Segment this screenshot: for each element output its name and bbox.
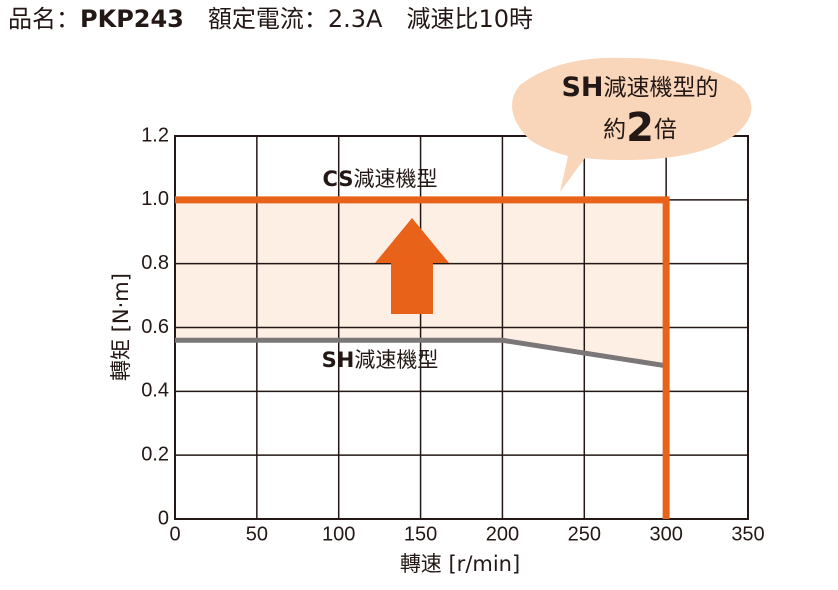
x-tick-label: 200 bbox=[486, 523, 519, 545]
plot: 0 0.2 0.4 0.6 0.8 1.0 1.2 0 50 100 150 200 250 300 350 bbox=[141, 124, 765, 545]
bubble-text: SH bbox=[561, 72, 603, 103]
label-text: 減速機型 bbox=[354, 348, 438, 372]
x-tick-label: 100 bbox=[322, 523, 355, 545]
label-text: SH bbox=[322, 348, 355, 372]
x-tick-label: 300 bbox=[649, 523, 682, 545]
y-tick-label: 1.2 bbox=[141, 124, 169, 146]
header-part: 額定電流：2.3A 減速比10時 bbox=[184, 5, 533, 33]
y-tick-label: 0 bbox=[158, 507, 169, 529]
series-line bbox=[175, 337, 667, 369]
y-tick-label: 0.4 bbox=[141, 380, 169, 402]
y-tick-label: 0.2 bbox=[141, 443, 169, 465]
label-text: CS bbox=[323, 167, 354, 191]
series-label: SH減速機型 bbox=[322, 348, 439, 372]
x-tick-label: 250 bbox=[568, 523, 601, 545]
series-label: CS減速機型 bbox=[323, 167, 438, 191]
y-tick-label: 0.8 bbox=[141, 252, 169, 274]
y-tick-label: 0.6 bbox=[141, 316, 169, 338]
header-part: 品名： bbox=[8, 5, 80, 33]
y-tick-label: 1.0 bbox=[141, 188, 169, 210]
bubble-text: 2 bbox=[626, 105, 654, 151]
arrow bbox=[375, 218, 449, 314]
bubble-line: 約2倍 bbox=[603, 105, 677, 151]
x-axis-label: 轉速 [r/min] bbox=[400, 552, 520, 576]
series-line bbox=[175, 196, 670, 519]
bubble-text: 約 bbox=[603, 117, 626, 143]
x-tick-label: 150 bbox=[404, 523, 437, 545]
bubble-line: SH減速機型的 bbox=[561, 72, 718, 103]
header-part: PKP243 bbox=[80, 5, 184, 33]
bubble-text: 減速機型的 bbox=[604, 75, 719, 101]
header: 品名：PKP243 額定電流：2.3A 減速比10時 bbox=[8, 5, 533, 33]
x-tick-label: 50 bbox=[246, 523, 268, 545]
x-tick-label: 350 bbox=[731, 523, 764, 545]
label-text: 減速機型 bbox=[353, 167, 437, 191]
bubble-text: 倍 bbox=[654, 117, 677, 143]
y-axis-label: 轉矩 [N·m] bbox=[109, 273, 133, 381]
speech-bubble bbox=[512, 57, 752, 193]
plot-frame bbox=[174, 135, 749, 520]
x-tick-label: 0 bbox=[169, 523, 180, 545]
